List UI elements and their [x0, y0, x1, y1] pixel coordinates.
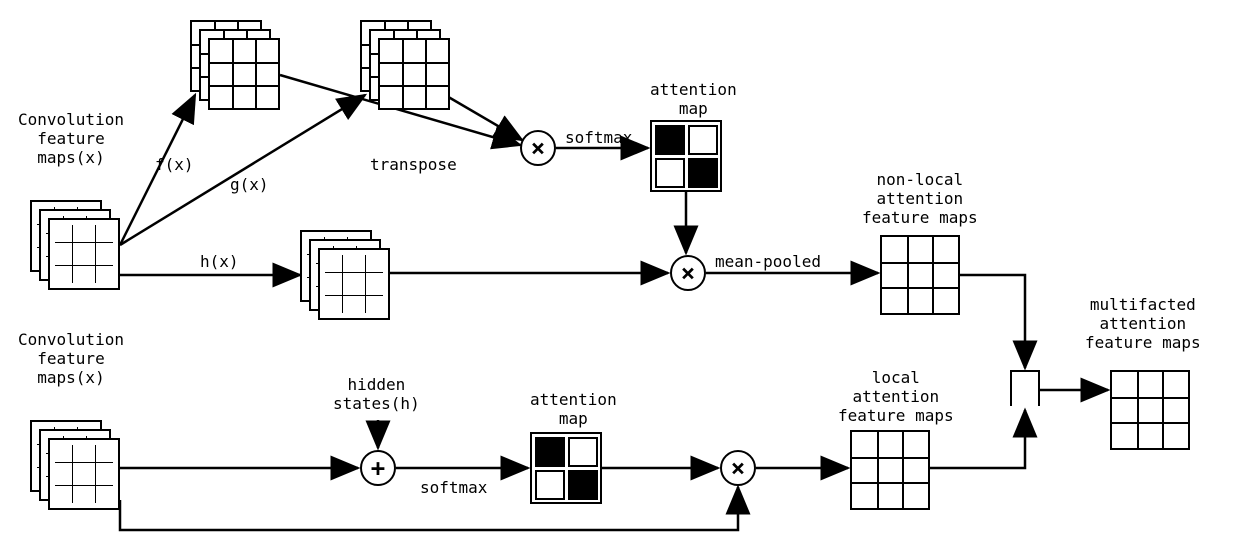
local-maps: [850, 430, 930, 510]
gx-label: g(x): [230, 175, 269, 194]
concat-op: [1010, 370, 1040, 406]
attention-map-bot: [530, 432, 602, 504]
fx-label: f(x): [155, 155, 194, 174]
nonlocal-label: non-local attention feature maps: [862, 170, 978, 228]
hidden-label: hidden states(h): [333, 375, 420, 413]
nonlocal-maps: [880, 235, 960, 315]
conv-top-label: Convolution feature maps(x): [18, 110, 124, 168]
attention-map-top: [650, 120, 722, 192]
conv-bot-maps: [30, 420, 120, 510]
attmap-bot-label: attention map: [530, 390, 617, 428]
arrows-layer: [0, 0, 1239, 550]
multiply-fg-op: ×: [520, 130, 556, 166]
gx-maps: [360, 20, 450, 110]
multiply-local-op: ×: [720, 450, 756, 486]
attmap-top-label: attention map: [650, 80, 737, 118]
meanpooled-label: mean-pooled: [715, 252, 821, 271]
conv-top-maps: [30, 200, 120, 290]
softmax-bot-label: softmax: [420, 478, 487, 497]
multi-label: multifacted attention feature maps: [1085, 295, 1201, 353]
local-label: local attention feature maps: [838, 368, 954, 426]
transpose-label: transpose: [370, 155, 457, 174]
fx-maps: [190, 20, 280, 110]
multi-maps: [1110, 370, 1190, 450]
softmax-top-label: softmax: [565, 128, 632, 147]
hx-label: h(x): [200, 252, 239, 271]
hx-maps: [300, 230, 390, 320]
conv-bot-label: Convolution feature maps(x): [18, 330, 124, 388]
add-hidden-op: +: [360, 450, 396, 486]
multiply-hatt-op: ×: [670, 255, 706, 291]
